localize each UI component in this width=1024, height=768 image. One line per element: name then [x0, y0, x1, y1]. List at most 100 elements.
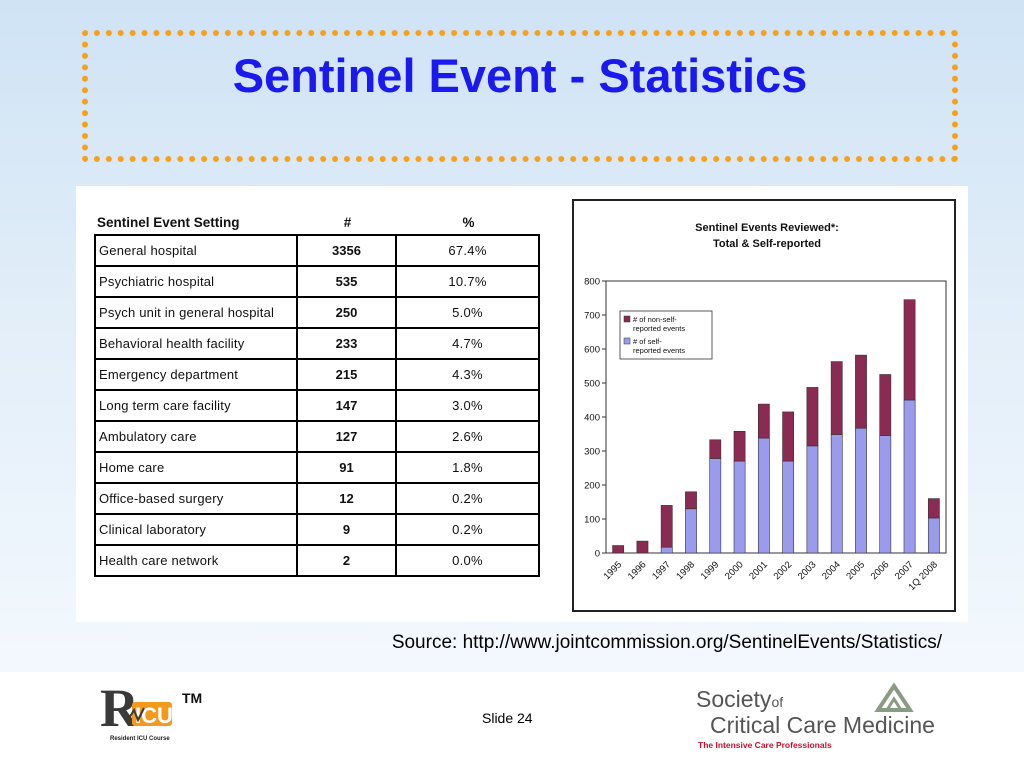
ricu-tm-mark: TM	[182, 690, 203, 706]
x-tick-label: 1999	[699, 559, 722, 582]
cell-percent: 10.7%	[397, 267, 540, 298]
y-tick-label: 800	[584, 277, 600, 288]
cell-setting: Behavioral health facility	[94, 329, 298, 360]
cell-count: 2	[298, 546, 397, 577]
cell-percent: 1.8%	[397, 453, 540, 484]
bar-segment	[806, 387, 819, 447]
cell-setting: Long term care facility	[94, 391, 298, 422]
x-tick-label: 2001	[747, 559, 770, 582]
legend-label: # of self-reported events	[633, 337, 685, 355]
cell-percent: 67.4%	[397, 234, 540, 267]
cell-setting: Clinical laboratory	[94, 515, 298, 546]
y-tick-label: 100	[584, 515, 600, 526]
bar-segment	[685, 508, 697, 554]
cell-count: 9	[298, 515, 397, 546]
bar-segment	[685, 491, 697, 510]
sccm-logo: Societyof Critical Care Medicine The Int…	[688, 680, 935, 752]
table-row: Clinical laboratory 9 0.2%	[94, 515, 540, 546]
table-row: Behavioral health facility 233 4.7%	[94, 329, 540, 360]
cell-count: 250	[298, 298, 397, 329]
bar-segment	[806, 445, 819, 554]
cell-count: 233	[298, 329, 397, 360]
cell-setting: General hospital	[94, 234, 298, 267]
sccm-word-society: Society	[696, 686, 772, 712]
bar-segment	[879, 435, 892, 554]
table-row: Emergency department 215 4.3%	[94, 360, 540, 391]
sccm-tagline: The Intensive Care Professionals	[698, 740, 832, 750]
cell-setting: Health care network	[94, 546, 298, 577]
x-tick-label: 2005	[844, 559, 867, 582]
bar-segment	[757, 437, 770, 554]
sentinel-event-table: Sentinel Event Setting # % General hospi…	[94, 210, 540, 577]
x-tick-label: 2003	[796, 559, 819, 582]
legend-box	[619, 310, 713, 360]
chart-title-line1: Sentinel Events Reviewed*:	[695, 222, 839, 234]
sentinel-events-chart: Sentinel Events Reviewed*: Total & Self-…	[572, 199, 956, 612]
legend-swatch	[623, 315, 631, 323]
cell-setting: Psych unit in general hospital	[94, 298, 298, 329]
table-row: Health care network 2 0.0%	[94, 546, 540, 577]
cell-percent: 0.0%	[397, 546, 540, 577]
bar-segment	[733, 430, 746, 462]
bar-segment	[927, 517, 940, 554]
cell-count: 147	[298, 391, 397, 422]
sccm-word-of: of	[771, 694, 784, 710]
table-row: General hospital 3356 67.4%	[94, 234, 540, 267]
table-body: General hospital 3356 67.4% Psychiatric hos…	[94, 234, 540, 577]
table-row: Psychiatric hospital 535 10.7%	[94, 267, 540, 298]
cell-count: 127	[298, 422, 397, 453]
cell-setting: Psychiatric hospital	[94, 267, 298, 298]
bar-segment	[612, 545, 625, 554]
bar-segment	[636, 540, 649, 554]
bar-segment	[733, 460, 746, 554]
table-row: Long term care facility 147 3.0%	[94, 391, 540, 422]
cell-setting: Ambulatory care	[94, 422, 298, 453]
x-tick-label: 1995	[602, 559, 625, 582]
x-tick-label: 1997	[650, 559, 673, 582]
cell-percent: 4.3%	[397, 360, 540, 391]
x-tick-label: 1998	[674, 559, 697, 582]
bar-segment	[927, 498, 940, 519]
y-tick-label: 400	[584, 413, 600, 424]
x-tick-label: 2002	[772, 559, 795, 582]
y-tick-label: 300	[584, 447, 600, 458]
bar-segment	[903, 399, 916, 554]
source-citation: Source: http://www.jointcommission.org/S…	[391, 632, 942, 653]
cell-setting: Emergency department	[94, 360, 298, 391]
cell-percent: 0.2%	[397, 515, 540, 546]
bar-segment	[709, 439, 722, 459]
bar-segment	[660, 505, 673, 548]
cell-percent: 5.0%	[397, 298, 540, 329]
cell-percent: 0.2%	[397, 484, 540, 515]
cell-setting: Home care	[94, 453, 298, 484]
cell-count: 3356	[298, 234, 397, 267]
cell-count: 91	[298, 453, 397, 484]
page-title: Sentinel Event - Statistics	[232, 49, 808, 102]
cell-percent: 2.6%	[397, 422, 540, 453]
sccm-triangle-icon	[874, 682, 914, 712]
ricu-logo-mark: R ICU	[100, 678, 173, 738]
sccm-logo-line2: Critical Care Medicine	[710, 712, 935, 738]
y-tick-label: 500	[584, 379, 600, 390]
sccm-logo-line1: Societyof	[696, 686, 783, 713]
x-tick-label: 2006	[869, 559, 892, 582]
table-header-row: Sentinel Event Setting # %	[94, 210, 540, 234]
y-tick-label: 700	[584, 311, 600, 322]
y-tick-label: 0	[595, 549, 600, 560]
bar-segment	[879, 374, 892, 437]
bar-segment	[757, 403, 770, 439]
bar-segment	[855, 427, 867, 554]
table-row: Office-based surgery 12 0.2%	[94, 484, 540, 515]
ricu-subtitle: Resident ICU Course	[110, 736, 170, 742]
cell-count: 12	[298, 484, 397, 515]
bar-segment	[709, 458, 722, 554]
x-tick-label: 2000	[723, 559, 746, 582]
title-frame: Sentinel Event - Statistics	[82, 30, 958, 162]
bar-segment	[903, 299, 916, 401]
cell-percent: 4.7%	[397, 329, 540, 360]
bar-segment	[782, 411, 795, 462]
column-header-percent: %	[462, 214, 475, 230]
bar-segment	[782, 460, 795, 554]
legend-swatch	[623, 337, 631, 345]
